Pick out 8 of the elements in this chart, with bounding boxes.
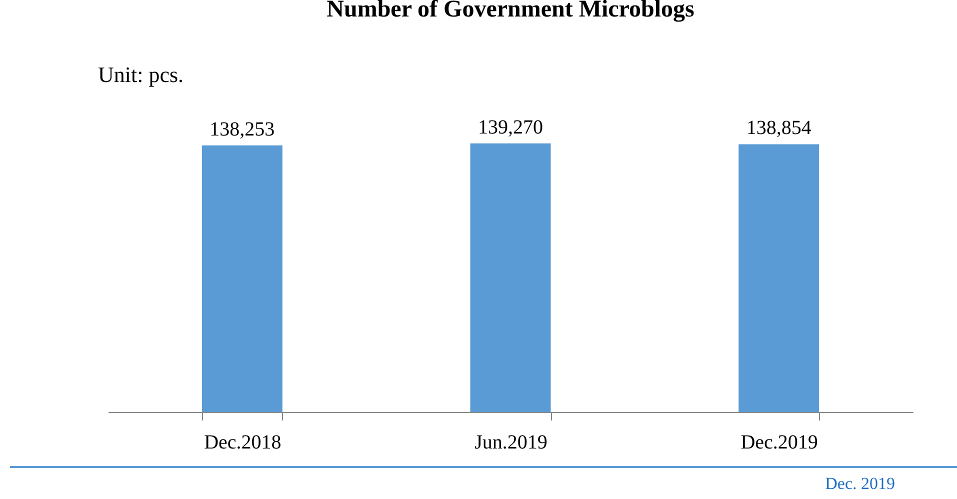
x-tick-label: Jun.2019 <box>474 432 548 454</box>
x-tick-label: Dec.2019 <box>740 432 818 454</box>
x-tick-label: Dec.2018 <box>204 432 282 454</box>
text: Dec. 2019 <box>825 474 895 494</box>
data-label: 139,270 <box>478 116 543 138</box>
data-label: 138,253 <box>210 118 275 140</box>
y-axis-title: Unit: pcs. <box>98 62 184 88</box>
data-label: 138,854 <box>746 117 812 140</box>
